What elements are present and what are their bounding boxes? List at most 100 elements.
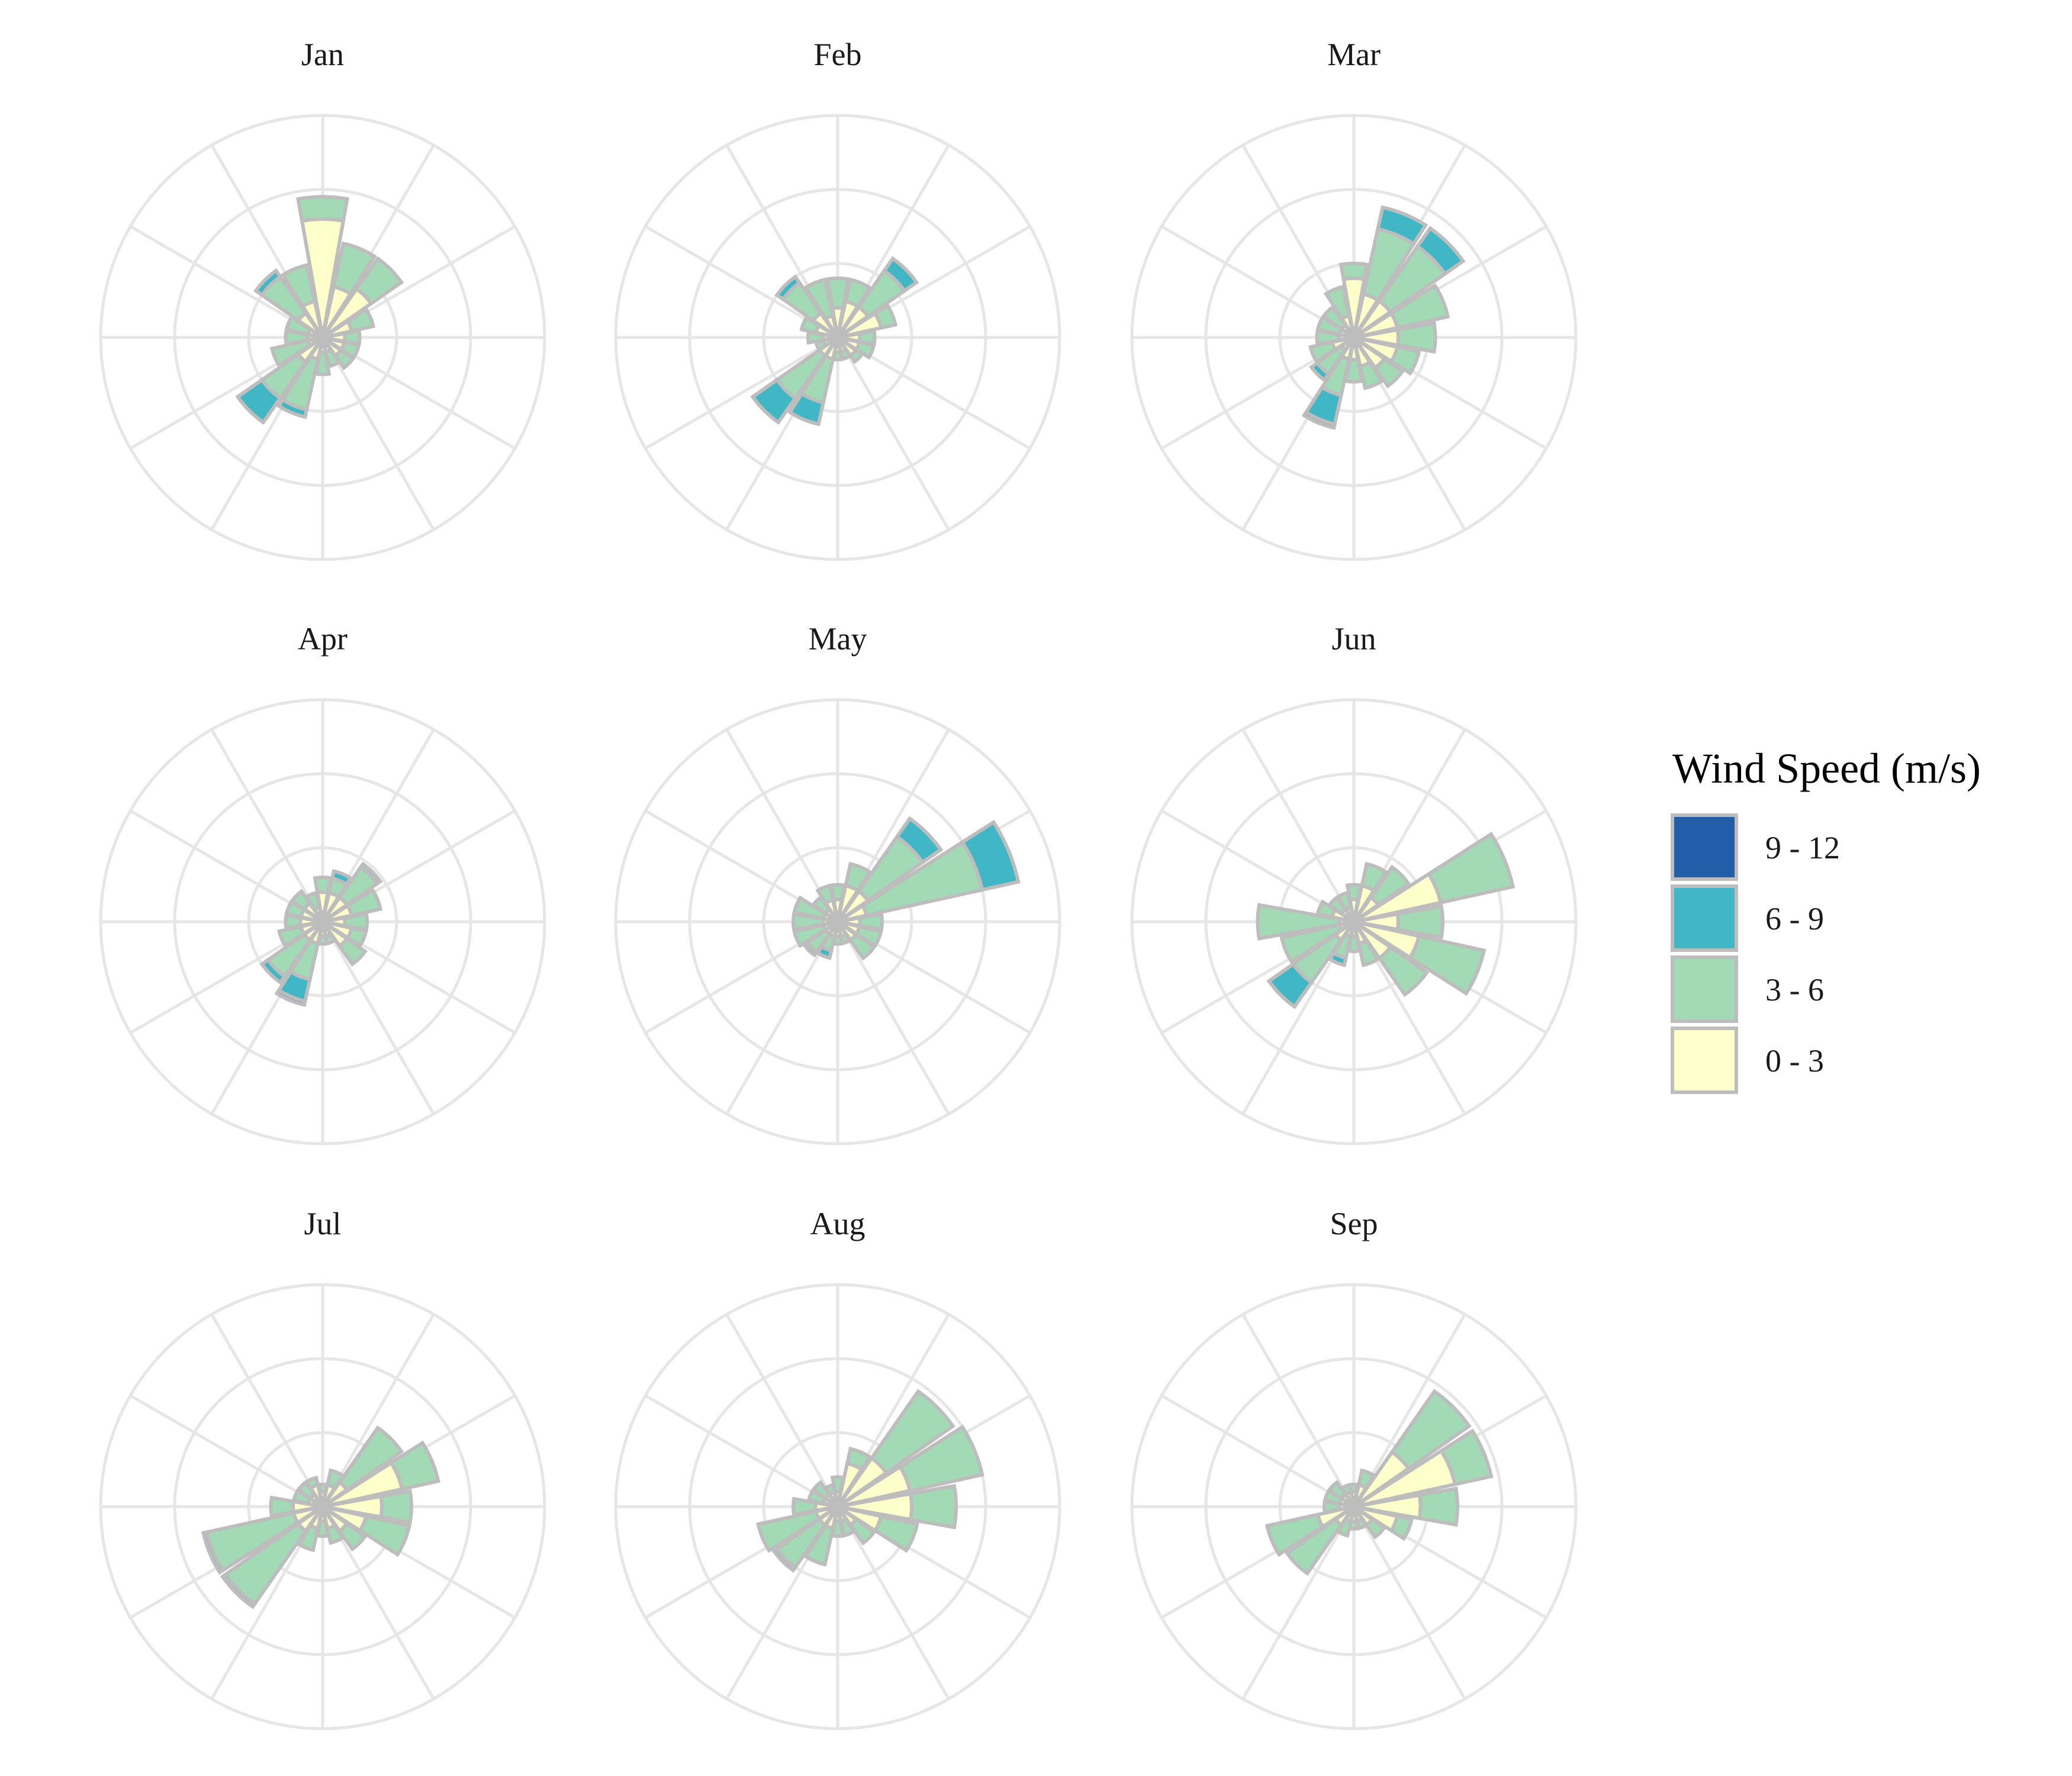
rose-bar	[843, 861, 872, 893]
grid-spoke	[1352, 1505, 1466, 1700]
panel-title: Aug	[810, 1206, 866, 1241]
wind-rose-mar: Mar	[1130, 37, 1578, 561]
legend-key	[1671, 1027, 1738, 1094]
rose-bar	[1266, 961, 1314, 1009]
rose-bar	[873, 303, 898, 330]
rose-bar	[787, 391, 826, 427]
rose-bar	[354, 256, 404, 306]
rose-bar	[1368, 864, 1411, 908]
rose-bar	[1265, 1512, 1325, 1557]
grid-spoke	[1241, 728, 1356, 923]
rose-bar	[337, 1425, 404, 1492]
grid-spoke	[836, 921, 950, 1115]
rose-bar	[908, 1484, 958, 1530]
rose-bar	[1389, 283, 1450, 330]
rose-bar	[881, 256, 919, 294]
rose-bar	[253, 268, 283, 298]
rose-bar	[1309, 360, 1331, 382]
rose-bar	[1395, 904, 1445, 940]
legend-key	[1671, 884, 1738, 952]
panel-title: Apr	[298, 621, 348, 657]
rose-bar	[378, 1489, 413, 1524]
legend-label: 3 - 6	[1765, 972, 1824, 1008]
panel-title: Mar	[1327, 37, 1381, 72]
rose-bar	[1426, 831, 1516, 905]
grid-spoke	[210, 1313, 324, 1508]
panel-title: May	[809, 621, 867, 657]
rose-bar	[304, 890, 322, 912]
legend-label: 6 - 9	[1765, 901, 1824, 937]
rose-bar	[358, 861, 383, 886]
rose-bar	[1389, 345, 1421, 376]
rose-bar	[869, 1389, 955, 1475]
grid-spoke	[1241, 1505, 1356, 1700]
panel-title: Sep	[1330, 1206, 1378, 1241]
rose-bar	[1415, 226, 1466, 276]
legend-title: Wind Speed (m/s)	[1672, 745, 1981, 792]
rose-bar	[1285, 1517, 1344, 1576]
rose-bar	[1301, 410, 1337, 430]
rose-bar	[337, 936, 368, 967]
grid-spoke	[644, 1394, 839, 1508]
wind-rose-may: May	[614, 621, 1061, 1146]
rose-bar	[201, 1530, 226, 1575]
rose-bar	[1417, 1486, 1459, 1527]
rose-bar	[1375, 205, 1428, 247]
rose-bar	[1339, 262, 1369, 282]
rose-bar	[276, 397, 309, 419]
rose-bar	[296, 195, 349, 223]
rose-bar	[823, 1482, 837, 1497]
legend: Wind Speed (m/s) 9 - 12 6 - 9 3 - 6 0 - 3	[1671, 745, 1981, 1094]
rose-bar	[274, 987, 307, 1007]
rose-bar	[1335, 890, 1353, 912]
rose-bar	[843, 277, 872, 309]
grid-spoke	[836, 336, 950, 531]
legend-items: 9 - 12 6 - 9 3 - 6 0 - 3	[1671, 813, 1840, 1094]
rose-bar	[220, 1572, 258, 1610]
rose-bar	[330, 868, 353, 887]
rose-bar	[1372, 356, 1405, 389]
rose-bar	[895, 816, 944, 865]
panel-title: Jul	[304, 1206, 341, 1241]
rose-bar	[1389, 1514, 1414, 1541]
rose-bar	[388, 1440, 440, 1491]
grid-spoke	[1241, 1313, 1356, 1508]
rose-bar	[304, 1475, 320, 1491]
rose-bar	[825, 276, 850, 311]
rose-bar	[1439, 1428, 1494, 1487]
rose-bar	[897, 1424, 984, 1493]
legend-label: 9 - 12	[1765, 830, 1840, 866]
wind-rose-sep: Sep	[1130, 1206, 1578, 1730]
rose-bar	[774, 274, 802, 302]
grid-spoke	[321, 336, 435, 531]
rose-bar	[1359, 861, 1388, 893]
rose-bar	[845, 1446, 872, 1472]
panel-title: Feb	[814, 37, 862, 72]
wind-rose-feb: Feb	[614, 37, 1061, 561]
rose-bar	[803, 277, 835, 321]
grid-spoke	[210, 728, 324, 923]
wind-rose-jul: Jul	[99, 1206, 546, 1730]
rose-bar	[280, 263, 317, 309]
rose-bar	[873, 1514, 919, 1553]
rose-bar	[1256, 903, 1341, 941]
wind-rose-panels: Jan Feb Mar Apr May Jun Jul Aug Sep	[99, 37, 1578, 1730]
grid-spoke	[644, 336, 839, 450]
rose-bar	[771, 1546, 798, 1573]
legend-key	[1671, 813, 1738, 881]
legend-label: 0 - 3	[1765, 1043, 1824, 1079]
rose-bar	[1376, 944, 1430, 998]
panel-title: Jun	[1331, 621, 1376, 657]
rose-bar	[960, 819, 1021, 892]
wind-rose-aug: Aug	[614, 1206, 1061, 1730]
rose-bar	[259, 957, 287, 985]
rose-bar	[1389, 1389, 1472, 1471]
grid-spoke	[725, 1313, 839, 1508]
wind-rose-apr: Apr	[99, 621, 546, 1146]
rose-bar	[1279, 922, 1344, 964]
grid-spoke	[1160, 1394, 1355, 1508]
grid-spoke	[836, 1505, 950, 1700]
rose-bar	[848, 348, 865, 365]
grid-spoke	[321, 921, 435, 1115]
